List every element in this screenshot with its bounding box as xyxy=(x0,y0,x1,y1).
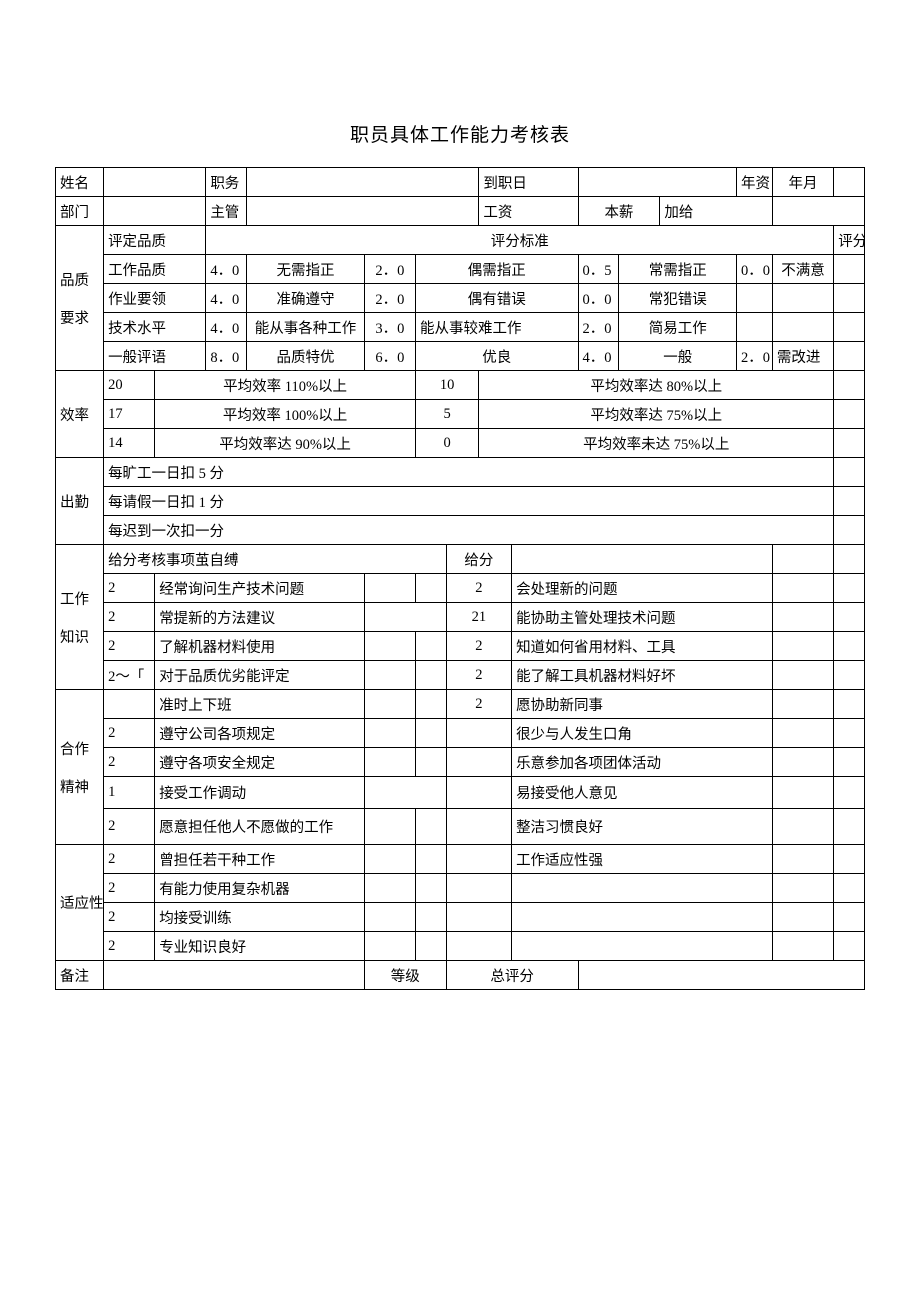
sup-val xyxy=(247,197,479,226)
name-lbl: 姓名 xyxy=(56,168,104,197)
att-r1: 出勤 每旷工一日扣 5 分 xyxy=(56,458,865,487)
quality-section: 品质要求 xyxy=(56,226,104,371)
coop-r3: 2 遵守各项安全规定 乐意参加各项团体活动 xyxy=(56,748,865,777)
adapt-r2: 2 有能力使用复杂机器 xyxy=(56,874,865,903)
name-val xyxy=(104,168,206,197)
adapt-r1: 适应性 2 曾担任若干种工作 工作适应性强 xyxy=(56,845,865,874)
page-title: 职员具体工作能力考核表 xyxy=(55,120,865,147)
evaluation-table: 姓名 职务 到职日 年资 年月 部门 主管 工资 本薪 加给 品质要求 评定品质… xyxy=(55,167,865,990)
eff-r3: 14 平均效率达 90%以上 0 平均效率未达 75%以上 xyxy=(56,429,865,458)
adapt-r3: 2 均接受训练 xyxy=(56,903,865,932)
coop-r5: 2 愿意担任他人不愿做的工作 整洁习惯良好 xyxy=(56,809,865,845)
grade-lbl: 等级 xyxy=(364,961,446,990)
know-r1: 2 经常询问生产技术问题 2 会处理新的问题 xyxy=(56,574,865,603)
hdr-row-1: 姓名 职务 到职日 年资 年月 xyxy=(56,168,865,197)
q-r3: 技术水平 4．0 能从事各种工作 3．0 能从事较难工作 2．0 简易工作 xyxy=(56,313,865,342)
hiredate-val xyxy=(578,168,737,197)
hiredate-lbl: 到职日 xyxy=(479,168,578,197)
q-r0b: 评分标准 xyxy=(206,226,834,255)
q-r2: 作业要领 4．0 准确遵守 2．0 偶有错误 0．0 常犯错误 xyxy=(56,284,865,313)
know-r4: 2～「 对于品质优劣能评定 2 能了解工具机器材料好坏 xyxy=(56,661,865,690)
post-val xyxy=(247,168,479,197)
eff-section: 效率 xyxy=(56,371,104,458)
q-r0c: 评分 xyxy=(834,226,865,255)
att-r2: 每请假一日扣 1 分 xyxy=(56,487,865,516)
dept-lbl: 部门 xyxy=(56,197,104,226)
salary-lbl: 工资 xyxy=(479,197,578,226)
allow-lbl: 加给 xyxy=(660,197,772,226)
base-lbl: 本薪 xyxy=(578,197,660,226)
coop-r2: 2 遵守公司各项规定 很少与人发生口角 xyxy=(56,719,865,748)
seniority-val xyxy=(834,168,865,197)
seniority-lbl: 年资 xyxy=(737,168,773,197)
hdr-row-2: 部门 主管 工资 本薪 加给 xyxy=(56,197,865,226)
total-lbl: 总评分 xyxy=(446,961,578,990)
eff-r2: 17 平均效率 100%以上 5 平均效率达 75%以上 xyxy=(56,400,865,429)
att-r3: 每迟到一次扣一分 xyxy=(56,516,865,545)
coop-section: 合作精神 xyxy=(56,690,104,845)
know-hdr: 工作知识 给分考核事项茧自缚 给分 xyxy=(56,545,865,574)
seniority-unit: 年月 xyxy=(772,168,833,197)
adapt-section: 适应性 xyxy=(56,845,104,961)
remark-lbl: 备注 xyxy=(56,961,104,990)
adapt-r4: 2 专业知识良好 xyxy=(56,932,865,961)
q-r1: 工作品质 4．0 无需指正 2．0 偶需指正 0．5 常需指正 0．0 不满意 xyxy=(56,255,865,284)
know-r3: 2 了解机器材料使用 2 知道如何省用材料、工具 xyxy=(56,632,865,661)
coop-r4: 1 接受工作调动 易接受他人意见 xyxy=(56,777,865,809)
q-r0a: 评定品质 xyxy=(104,226,206,255)
know-section: 工作知识 xyxy=(56,545,104,690)
q-r4: 一般评语 8．0 品质特优 6．0 优良 4．0 一般 2．0 需改进 xyxy=(56,342,865,371)
post-lbl: 职务 xyxy=(206,168,247,197)
coop-r1: 合作精神 准时上下班 2 愿协助新同事 xyxy=(56,690,865,719)
dept-val xyxy=(104,197,206,226)
quality-hdr: 品质要求 评定品质 评分标准 评分 xyxy=(56,226,865,255)
sup-lbl: 主管 xyxy=(206,197,247,226)
know-r2: 2 常提新的方法建议 21 能协助主管处理技术问题 xyxy=(56,603,865,632)
allow-val xyxy=(772,197,864,226)
att-section: 出勤 xyxy=(56,458,104,545)
footer-row: 备注 等级 总评分 xyxy=(56,961,865,990)
eff-r1: 效率 20 平均效率 110%以上 10 平均效率达 80%以上 xyxy=(56,371,865,400)
